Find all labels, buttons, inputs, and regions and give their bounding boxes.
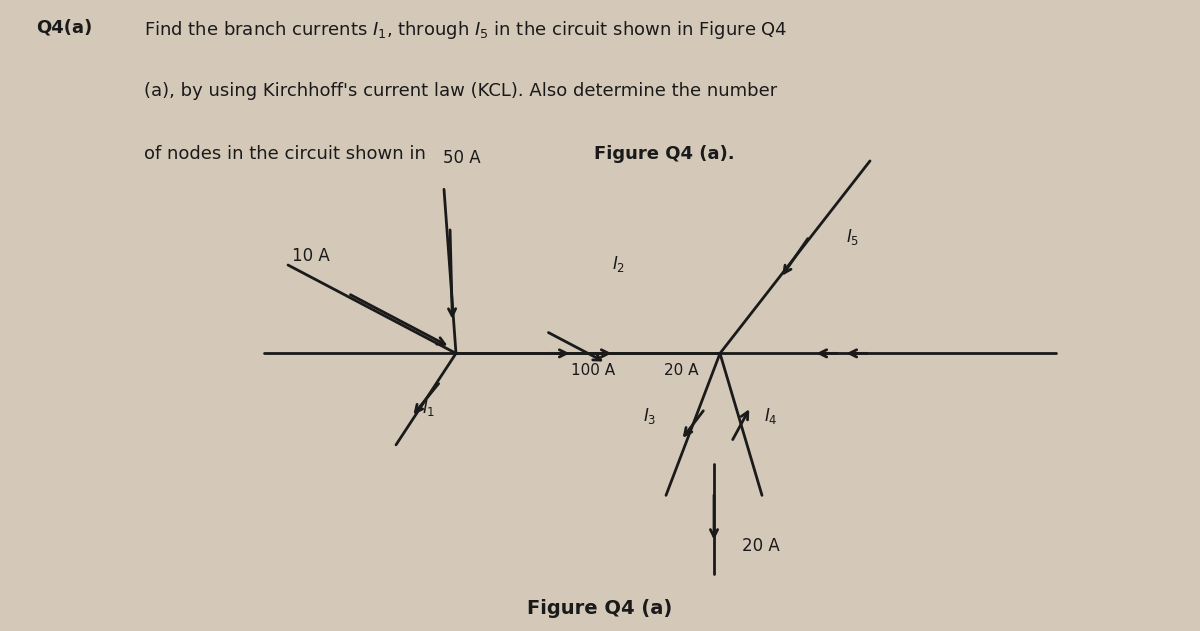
Text: 20 A: 20 A xyxy=(664,363,698,378)
Text: $I_5$: $I_5$ xyxy=(846,227,859,247)
Text: $I_4$: $I_4$ xyxy=(764,406,778,427)
Text: $I_1$: $I_1$ xyxy=(422,398,436,418)
Text: (a), by using Kirchhoff's current law (KCL). Also determine the number: (a), by using Kirchhoff's current law (K… xyxy=(144,82,778,100)
Text: $I_3$: $I_3$ xyxy=(643,406,656,427)
Text: Figure Q4 (a): Figure Q4 (a) xyxy=(527,599,673,618)
Text: 20 A: 20 A xyxy=(742,537,779,555)
Text: 50 A: 50 A xyxy=(443,149,481,167)
Text: Figure Q4 (a).: Figure Q4 (a). xyxy=(594,145,734,163)
Text: of nodes in the circuit shown in: of nodes in the circuit shown in xyxy=(144,145,432,163)
Text: Q4(a): Q4(a) xyxy=(36,19,92,37)
Text: 100 A: 100 A xyxy=(571,363,616,378)
Text: 10 A: 10 A xyxy=(293,247,330,264)
Text: $I_2$: $I_2$ xyxy=(612,254,625,274)
Text: Find the branch currents $I_1$, through $I_5$ in the circuit shown in Figure Q4: Find the branch currents $I_1$, through … xyxy=(144,19,787,41)
